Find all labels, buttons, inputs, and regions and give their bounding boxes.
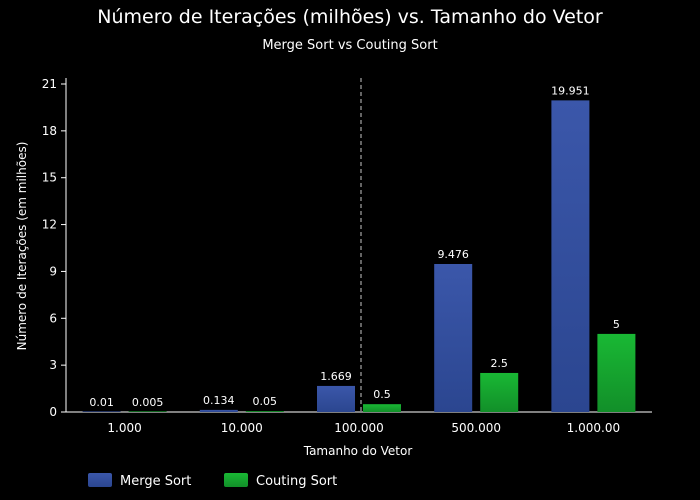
data-label: 1.669 bbox=[320, 370, 352, 383]
legend-label: Merge Sort bbox=[120, 474, 191, 489]
y-tick-label: 21 bbox=[42, 77, 57, 91]
data-label: 0.01 bbox=[89, 396, 114, 409]
legend: Merge Sort Couting Sort bbox=[88, 473, 337, 489]
y-tick-label: 3 bbox=[49, 358, 57, 372]
data-label: 2.5 bbox=[490, 357, 508, 370]
x-tick-label: 100.000 bbox=[334, 421, 384, 435]
chart-subtitle: Merge Sort vs Couting Sort bbox=[262, 38, 437, 53]
legend-label: Couting Sort bbox=[256, 474, 337, 489]
bar-couting-sort bbox=[363, 404, 401, 412]
x-axis-label: Tamanho do Vetor bbox=[303, 444, 413, 458]
y-tick-label: 9 bbox=[49, 264, 57, 278]
bar-merge-sort bbox=[199, 409, 238, 412]
legend-swatch bbox=[224, 473, 248, 487]
data-label: 0.05 bbox=[253, 395, 278, 408]
bar-couting-sort bbox=[597, 333, 636, 412]
bar-couting-sort bbox=[480, 372, 519, 412]
y-axis-label: Número de Iterações (em milhões) bbox=[15, 142, 29, 351]
y-tick-label: 6 bbox=[49, 311, 57, 325]
bar-merge-sort bbox=[82, 411, 121, 412]
data-label: 0.005 bbox=[132, 396, 164, 409]
x-tick-label: 1.000 bbox=[107, 421, 141, 435]
plot-area: 0 3 6 9 12 15 18 21 1.000 0.01 0.005 10.000 0.134 0.0… bbox=[42, 77, 652, 435]
data-label: 0.134 bbox=[203, 394, 235, 407]
bar-couting-sort bbox=[128, 411, 167, 412]
x-tick-label: 10.000 bbox=[221, 421, 263, 435]
data-label: 0.5 bbox=[373, 388, 391, 401]
bar-merge-sort bbox=[551, 100, 590, 412]
y-tick-label: 18 bbox=[42, 124, 57, 138]
chart-title: Número de Iterações (milhões) vs. Tamanh… bbox=[97, 6, 603, 28]
data-label: 9.476 bbox=[437, 248, 469, 261]
y-tick-label: 12 bbox=[42, 218, 57, 232]
data-label: 5 bbox=[613, 318, 620, 331]
bar-merge-sort bbox=[434, 263, 473, 412]
y-tick-label: 0 bbox=[49, 405, 57, 419]
bar-merge-sort bbox=[317, 385, 355, 412]
x-tick-label: 1.000.00 bbox=[567, 421, 620, 435]
y-tick-label: 15 bbox=[42, 171, 57, 185]
x-tick-label: 500.000 bbox=[451, 421, 501, 435]
bar-couting-sort bbox=[245, 411, 284, 412]
data-label: 19.951 bbox=[551, 84, 590, 97]
legend-swatch bbox=[88, 473, 112, 487]
